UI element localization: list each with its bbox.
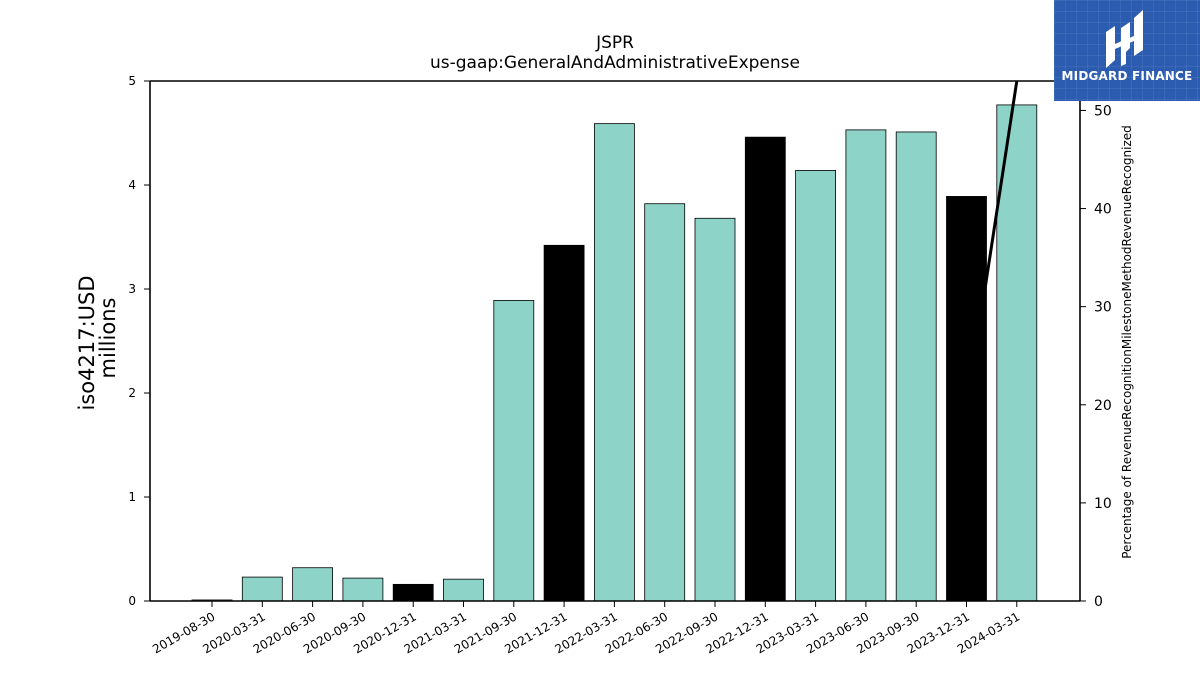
y2-tick-label: 0: [1094, 594, 1103, 610]
y-tick-label: 2: [128, 386, 136, 400]
y2-tick-label: 10: [1094, 496, 1112, 512]
y-tick-label: 1: [128, 490, 136, 504]
bar: [594, 123, 635, 602]
bar: [795, 170, 836, 602]
bar: [946, 196, 987, 602]
bar: [443, 578, 484, 602]
y2-tick-label: 30: [1094, 300, 1112, 316]
y2-axis-ticks: 0 10 20 30 40 50: [1080, 103, 1112, 610]
y-tick-label: 4: [128, 178, 136, 192]
chart-subtitle: us-gaap:GeneralAndAdministrativeExpense: [430, 53, 800, 73]
y2-tick-label: 20: [1094, 398, 1112, 414]
chart-title: JSPR: [595, 33, 634, 53]
logo-text: MIDGARD FINANCE: [1061, 69, 1193, 83]
y2-axis-label: Percentage of RevenueRecognitionMileston…: [1120, 125, 1134, 559]
bar: [744, 136, 786, 602]
y-tick-label: 3: [128, 282, 136, 296]
series-line: [965, 81, 1019, 410]
bar: [342, 577, 384, 602]
midgard-finance-logo: MIDGARD FINANCE: [1054, 0, 1200, 101]
bar: [996, 104, 1038, 602]
bar: [241, 576, 283, 602]
bars: [191, 104, 1038, 602]
logo-mark-icon: [1106, 10, 1143, 68]
y2-tick-label: 50: [1094, 103, 1112, 119]
bar: [493, 300, 535, 602]
axes: [149, 80, 1081, 602]
bar: [644, 203, 686, 602]
bar: [694, 217, 736, 602]
y-tick-label: 5: [128, 74, 136, 88]
y-axis-ticks: 0 1 2 3 4 5: [128, 74, 150, 608]
bar: [543, 244, 585, 602]
bar: [392, 583, 434, 602]
y-axis-label: iso4217:USD: [75, 275, 99, 410]
x-axis-ticks: 2019-08-302020-03-312020-06-302020-09-30…: [150, 601, 1022, 656]
bar: [895, 131, 937, 602]
y-axis-unit-label: millions: [96, 298, 120, 379]
y2-tick-label: 40: [1094, 202, 1112, 218]
y-tick-label: 0: [128, 594, 136, 608]
line-series: [965, 81, 1019, 410]
bar: [292, 567, 334, 602]
bar: [845, 129, 887, 602]
